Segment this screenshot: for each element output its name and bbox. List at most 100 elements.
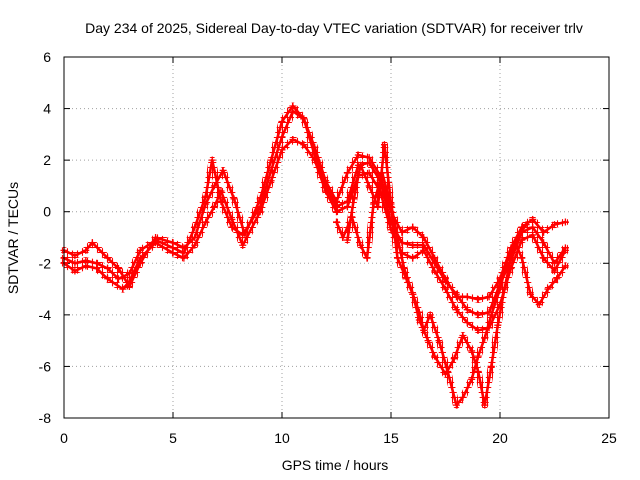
data-point <box>169 244 177 252</box>
y-axis-label: SDTVAR / TECUs <box>5 182 21 294</box>
data-point <box>239 241 247 249</box>
x-tick-label: 0 <box>60 430 68 446</box>
series-line-5 <box>335 171 528 407</box>
data-point <box>529 223 537 231</box>
x-tick-label: 25 <box>601 430 617 446</box>
data-point <box>125 270 133 278</box>
data-point <box>267 166 275 174</box>
data-point <box>426 311 434 319</box>
data-point <box>82 246 90 254</box>
data-point <box>363 254 371 262</box>
data-point <box>474 311 482 319</box>
data-point <box>350 195 358 203</box>
data-point <box>394 254 402 262</box>
y-tick-label: 4 <box>43 101 51 117</box>
data-point <box>540 254 548 262</box>
data-point <box>535 301 543 309</box>
data-point <box>409 241 417 249</box>
data-point <box>333 203 340 211</box>
data-point <box>481 334 489 342</box>
data-point <box>191 223 199 231</box>
y-tick-label: 0 <box>43 204 51 220</box>
data-point <box>474 368 482 376</box>
data-point <box>452 401 460 409</box>
data-point <box>152 236 160 244</box>
data-point <box>82 257 90 265</box>
data-point <box>370 200 378 208</box>
data-point <box>527 290 535 298</box>
data-point <box>311 151 319 159</box>
data-point <box>219 166 227 174</box>
chart-title: Day 234 of 2025, Sidereal Day-to-day VTE… <box>85 20 583 36</box>
data-point <box>202 192 210 200</box>
data-point <box>487 362 495 370</box>
data-point <box>459 331 467 339</box>
data-point <box>322 182 330 190</box>
data-point <box>544 285 552 293</box>
data-point <box>356 161 364 169</box>
data-point <box>420 234 428 241</box>
data-point <box>343 197 351 205</box>
x-axis-label: GPS time / hours <box>282 457 389 473</box>
data-point <box>435 337 443 345</box>
y-tick-label: 6 <box>43 49 51 65</box>
x-tick-label: 15 <box>383 430 399 446</box>
data-point <box>300 141 308 149</box>
data-point <box>93 259 101 267</box>
data-point <box>71 259 79 267</box>
data-point <box>420 241 428 249</box>
data-point <box>553 275 561 283</box>
data-point <box>228 223 236 231</box>
data-point <box>424 337 432 345</box>
data-point <box>561 244 569 252</box>
data-point <box>217 197 225 205</box>
data-point <box>452 290 460 298</box>
data-point <box>513 234 521 241</box>
data-point <box>540 239 548 247</box>
data-point <box>289 136 297 144</box>
data-point <box>136 246 144 254</box>
data-point <box>468 347 476 355</box>
data-point <box>494 321 502 329</box>
data-point <box>104 254 112 262</box>
data-point <box>180 249 188 257</box>
data-point <box>115 264 122 272</box>
data-point <box>431 352 439 360</box>
data-point <box>278 117 286 125</box>
y-tick-label: -2 <box>39 255 52 271</box>
data-point <box>474 295 482 303</box>
data-point <box>191 241 199 249</box>
data-point <box>415 316 423 324</box>
series-marker-band-1 <box>60 102 569 303</box>
data-point <box>522 221 530 229</box>
data-point <box>529 215 537 223</box>
data-point <box>409 223 417 231</box>
x-tick-label: 20 <box>492 430 508 446</box>
data-point <box>481 401 489 409</box>
data-point <box>561 218 569 226</box>
data-point <box>202 218 210 226</box>
y-tick-label: 2 <box>43 152 51 168</box>
data-point <box>339 234 347 241</box>
data-point <box>71 252 79 260</box>
x-tick-label: 5 <box>169 430 177 446</box>
data-point <box>551 259 558 267</box>
data-point <box>459 393 467 401</box>
data-point <box>365 182 373 190</box>
data-point <box>452 306 460 314</box>
data-point <box>380 141 388 149</box>
data-point <box>402 275 410 283</box>
data-point <box>88 239 96 247</box>
plot-frame <box>63 56 610 419</box>
data-point <box>409 290 417 298</box>
series-line-3 <box>62 109 567 317</box>
data-point <box>500 285 508 293</box>
axis-ticks: 0 5 10 15 20 25 -8 -6 -4 -2 0 2 4 6 <box>39 49 617 446</box>
data-point <box>551 221 558 229</box>
data-point <box>378 169 386 177</box>
y-tick-label: -8 <box>39 410 52 426</box>
data-point <box>354 151 362 159</box>
data-point <box>468 375 476 383</box>
data-point <box>540 228 548 236</box>
data-point <box>561 262 569 270</box>
